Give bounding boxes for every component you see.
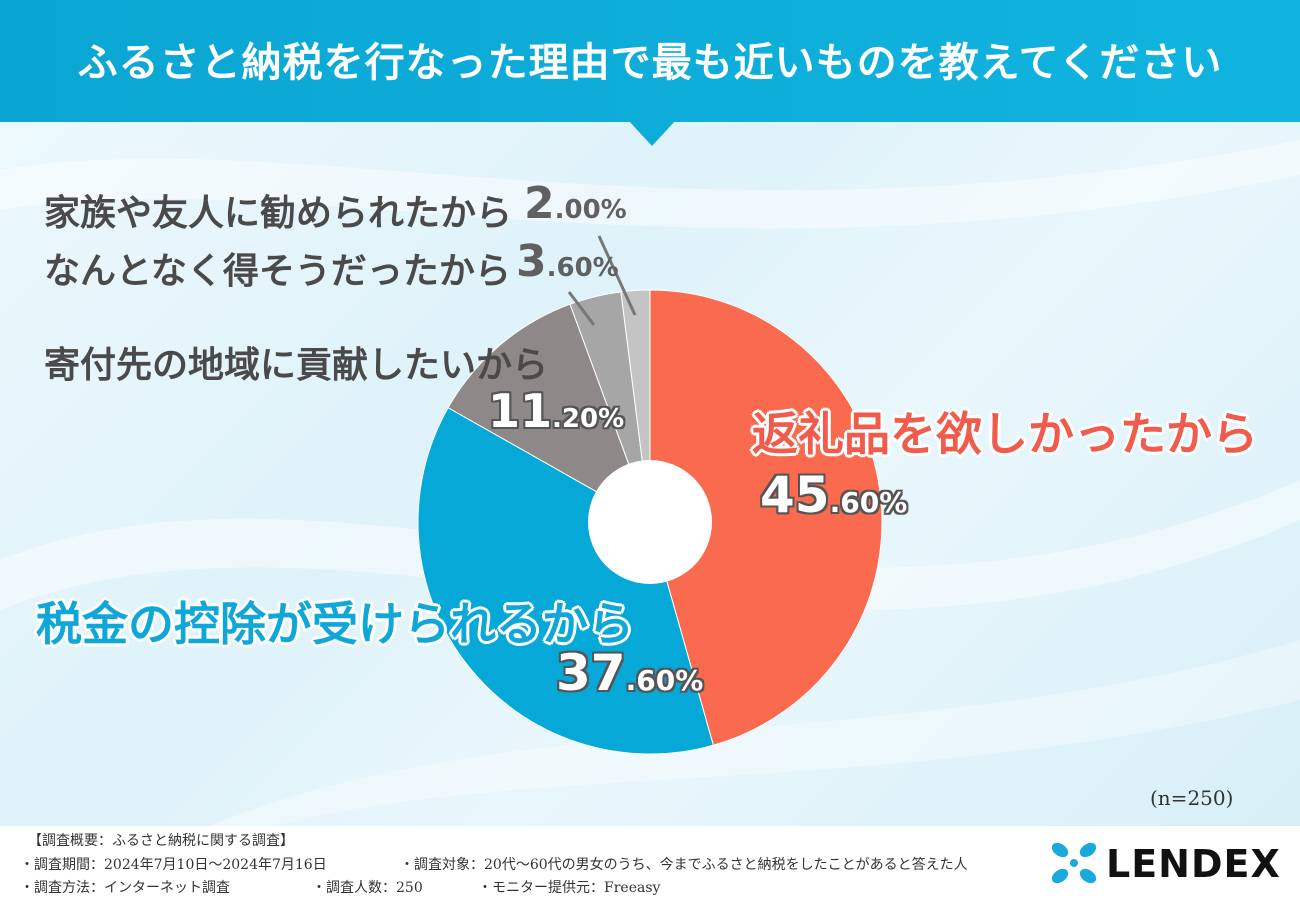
value-slice-2: 11.20% — [488, 384, 625, 438]
donut-chart — [417, 235, 883, 755]
survey-summary-title: 【調査概要：ふるさと納税に関する調査】 — [28, 833, 294, 849]
label-slice-3: なんとなく得そうだったから — [44, 251, 511, 292]
background-swoosh — [0, 0, 1300, 830]
value-slice-3: 3.60% — [516, 236, 619, 287]
survey-target: ・調査対象：20代〜60代の男女のうち、今までふるさと納税をしたことがあると答え… — [400, 857, 968, 873]
leader-line-slice-4 — [597, 235, 637, 316]
value-slice-4: 2.00% — [524, 178, 627, 229]
header-banner: ふるさと納税を行なった理由で最も近いものを教えてください — [0, 0, 1300, 122]
value-slice-0: 45.60% — [760, 466, 908, 524]
leader-line-slice-3 — [567, 291, 596, 326]
sample-size-note: (n=250) — [1150, 786, 1234, 810]
lendex-logo: LENDEX — [1046, 838, 1290, 888]
pie-slice-0 — [649, 289, 883, 746]
survey-respondents: ・調査人数：250 — [312, 880, 423, 896]
survey-period: ・調査期間：2024年7月10日〜2024年7月16日 — [20, 857, 327, 873]
label-slice-4: 家族や友人に勧められたから — [44, 193, 513, 234]
pie-slice-1 — [417, 407, 714, 755]
donut-hole — [588, 460, 712, 584]
label-slice-2: 寄付先の地域に貢献したいから — [44, 345, 549, 386]
survey-method: ・調査方法：インターネット調査 — [20, 880, 230, 896]
value-slice-1: 37.60% — [556, 644, 704, 702]
pie-slice-2 — [447, 303, 651, 524]
header-pointer — [628, 120, 676, 146]
label-slice-1: 税金の控除が受けられるから — [36, 597, 634, 651]
footer: 【調査概要：ふるさと納税に関する調査】 ・調査期間：2024年7月10日〜202… — [0, 826, 1300, 900]
page-title: ふるさと納税を行なった理由で最も近いものを教えてください — [77, 40, 1223, 86]
survey-provider: ・モニター提供元：Freeasy — [478, 880, 661, 896]
lendex-mark-icon — [1051, 842, 1097, 884]
logo-text: LENDEX — [1106, 842, 1281, 886]
label-slice-0: 返礼品を欲しかったから — [752, 407, 1258, 461]
